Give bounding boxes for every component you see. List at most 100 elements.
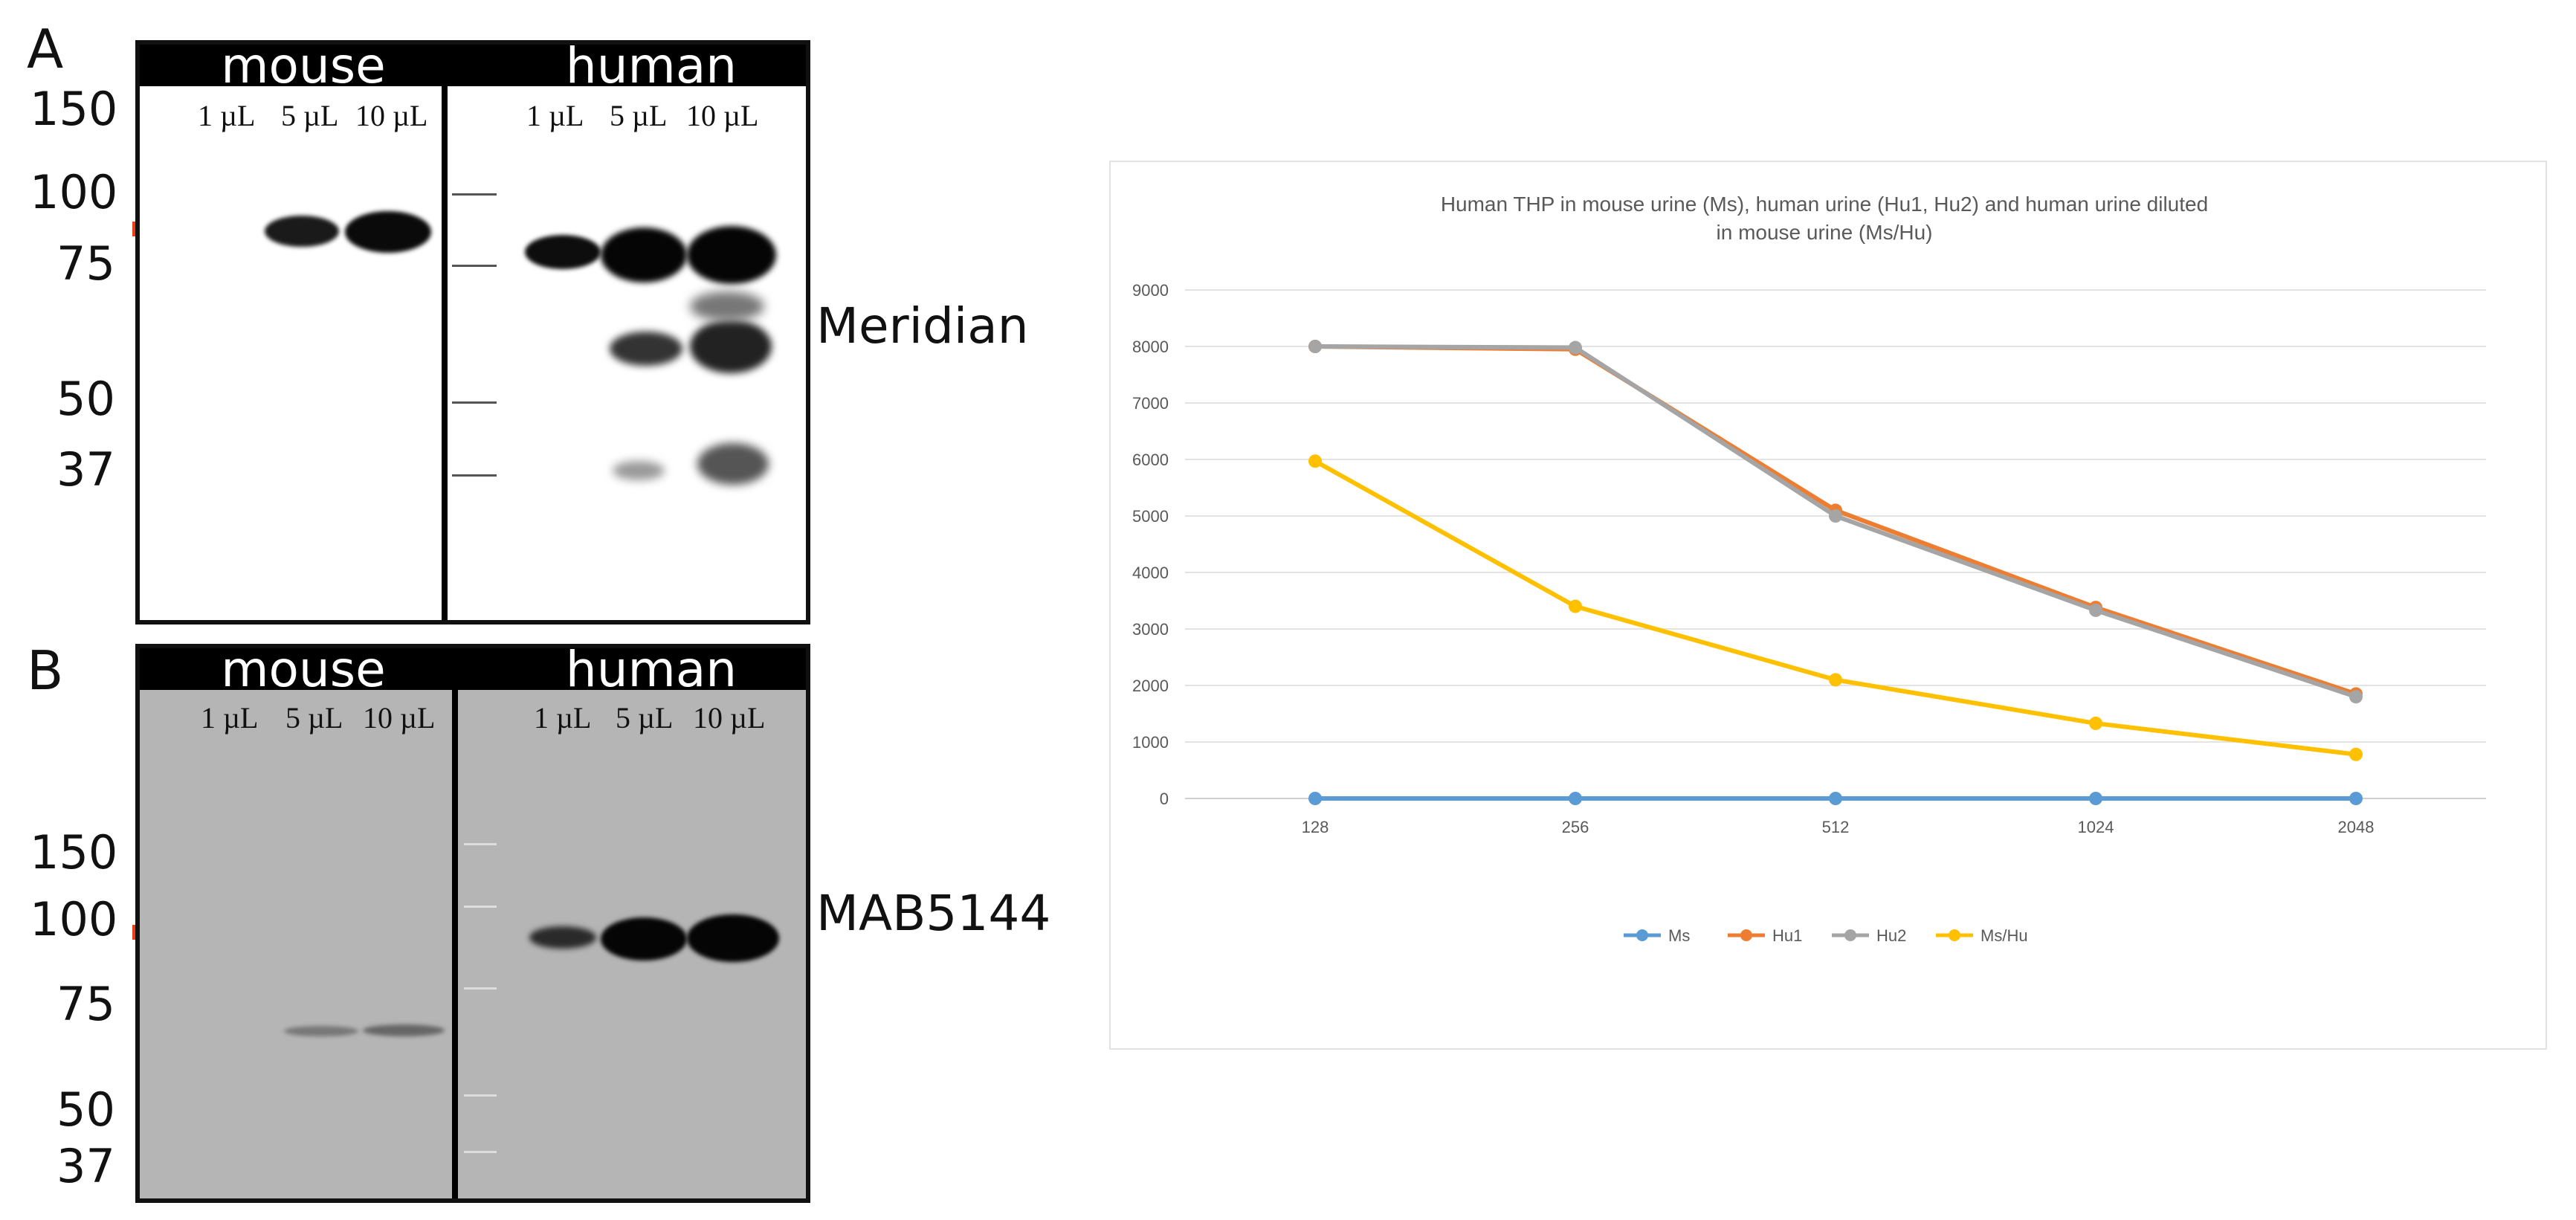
legend-marker [1844,929,1856,941]
lane-label: 10 µL [363,701,436,735]
y-tick-label: 9000 [1132,281,1169,300]
band [690,320,772,373]
line-chart: Human THP in mouse urine (Ms), human uri… [1109,161,2547,1050]
lane-label: 5 µL [616,701,674,735]
mw-75: 75 [57,236,115,291]
ladder-mark [452,193,497,196]
band [613,461,665,480]
species-mouse-label: mouse [221,40,386,94]
mw-50: 50 [57,372,115,426]
data-point [2349,792,2363,805]
panel-a-header: mouse human [140,45,806,94]
y-tick-label: 2000 [1132,677,1169,695]
band [601,227,687,283]
mw-100: 100 [30,165,118,219]
ladder-mark [452,265,497,267]
y-axis: 0 1000 2000 3000 4000 5000 6000 7000 8000 9000 [1132,281,1169,808]
panel-a-letter: A [27,18,64,80]
data-point [1569,599,1582,613]
grid [1185,289,2486,799]
band [265,216,339,247]
x-axis: 128 256 512 1024 2048 [1302,818,2375,836]
mw-150: 150 [30,825,118,880]
ladder-mark [464,906,497,908]
y-tick-label: 3000 [1132,620,1169,639]
panel-b-blot: mouse human 1 µL 5 µL 10 µL 1 µL 5 µL 10… [135,644,810,1203]
band [687,226,776,284]
series-lines [1308,340,2363,805]
lane-label: 5 µL [610,99,668,132]
data-point [1308,792,1322,805]
mw-150: 150 [30,82,118,136]
y-tick-label: 7000 [1132,394,1169,413]
antibody-label: MAB5144 [816,885,1051,942]
chart-title-line-2: in mouse urine (Ms/Hu) [1717,221,1933,244]
lane-label: 10 µL [686,99,759,132]
band [529,926,596,949]
x-tick-label: 2048 [2338,818,2375,836]
lane-label: 1 µL [201,701,259,735]
data-point [1829,509,1842,523]
lane-divider [452,648,458,1198]
data-point [1829,792,1842,805]
lane-label: 1 µL [534,701,592,735]
ladder-mark [452,474,497,477]
y-tick-label: 6000 [1132,451,1169,469]
mw-100: 100 [30,892,118,946]
band [363,1024,445,1036]
lane-label: 5 µL [281,99,339,132]
x-tick-label: 512 [1822,818,1850,836]
band [345,211,431,253]
species-human-label: human [565,40,737,94]
lane-divider [442,45,448,620]
data-point [1829,673,1842,687]
ladder-mark [452,401,497,404]
legend-label: Ms [1668,926,1690,945]
lane-label: 1 µL [198,99,256,132]
y-tick-label: 0 [1160,790,1169,808]
species-human-label: human [565,644,737,698]
mw-37: 37 [57,1139,115,1193]
data-point [1308,454,1322,468]
ladder-mark [464,987,497,990]
y-tick-label: 1000 [1132,733,1169,752]
ladder-mark [464,843,497,845]
legend: Ms Hu1 Hu2 Ms/Hu [1624,926,2028,945]
legend-marker [1949,929,1960,941]
mw-75: 75 [57,977,115,1031]
data-point [1308,340,1322,353]
panel-b-header: mouse human [140,648,806,698]
species-mouse-label: mouse [221,644,386,698]
chart-svg: Human THP in mouse urine (Ms), human uri… [1132,193,2486,945]
x-tick-label: 128 [1302,818,1329,836]
band [610,332,682,366]
ladder-mark [464,1094,497,1097]
data-point [1569,792,1582,805]
band [687,914,779,962]
y-tick-label: 8000 [1132,338,1169,356]
data-point [2349,690,2363,704]
legend-marker [1636,929,1648,941]
lane-label: 1 µL [526,99,584,132]
data-point [2089,716,2102,730]
data-point [2089,792,2102,805]
mw-37: 37 [57,442,115,497]
band [690,291,764,321]
ladder-mark [464,1151,497,1153]
antibody-label: Meridian [816,297,1029,355]
data-point [2349,747,2363,761]
legend-label: Hu2 [1876,926,1906,945]
panel-a-blot: mouse human 1 µL 5 µL 10 µL 1 µL 5 µL 10… [135,40,810,624]
band [601,917,687,961]
lane-label: 5 µL [285,701,343,735]
x-tick-label: 1024 [2078,818,2114,836]
data-point [2089,603,2102,617]
y-tick-label: 5000 [1132,507,1169,526]
lane-label: 10 µL [355,99,428,132]
data-point [1569,340,1582,355]
band [284,1026,358,1036]
chart-title-line-1: Human THP in mouse urine (Ms), human uri… [1441,193,2208,216]
legend-label: Hu1 [1772,926,1802,945]
legend-label: Ms/Hu [1981,926,2028,945]
x-tick-label: 256 [1562,818,1589,836]
